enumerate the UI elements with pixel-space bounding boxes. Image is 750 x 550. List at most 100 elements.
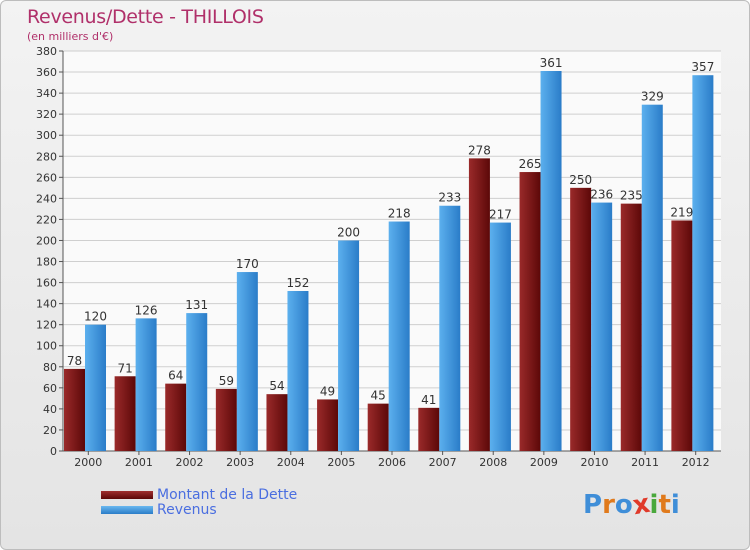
- debt-bar: [215, 388, 237, 451]
- logo-letter: r: [602, 490, 615, 520]
- revenue-bar: [186, 313, 208, 451]
- revenue-bar: [692, 75, 714, 452]
- logo-letter: t: [658, 490, 671, 520]
- debt-bar: [570, 187, 592, 451]
- legend-swatch-debt: [101, 490, 153, 499]
- debt-bar: [165, 383, 187, 451]
- debt-bar: [317, 399, 339, 451]
- revenue-bar: [338, 240, 360, 451]
- debt-bar: [620, 203, 642, 451]
- revenue-value-label: 200: [337, 225, 360, 239]
- debt-value-label: 78: [67, 354, 82, 368]
- revenue-bar: [641, 104, 663, 452]
- y-tick-label: 200: [36, 234, 57, 247]
- y-tick-label: 0: [50, 445, 57, 458]
- y-tick-label: 380: [36, 45, 57, 58]
- x-tick-label: 2008: [479, 456, 507, 469]
- debt-value-label: 265: [519, 157, 542, 171]
- x-tick-label: 2003: [226, 456, 254, 469]
- revenue-bar: [540, 71, 562, 451]
- revenue-bar: [489, 222, 511, 451]
- x-tick-label: 2006: [378, 456, 406, 469]
- debt-value-label: 235: [620, 189, 643, 203]
- y-tick-label: 260: [36, 171, 57, 184]
- debt-value-label: 250: [569, 173, 592, 187]
- debt-value-label: 45: [371, 389, 386, 403]
- x-tick-label: 2011: [631, 456, 659, 469]
- legend-label-debt: Montant de la Dette: [157, 486, 298, 503]
- revenue-value-label: 126: [135, 303, 158, 317]
- legend-item-revenue: Revenus: [101, 501, 297, 518]
- y-tick-label: 240: [36, 192, 57, 205]
- revenue-value-label: 218: [388, 207, 411, 221]
- debt-bar: [367, 403, 389, 451]
- revenue-value-label: 236: [590, 188, 613, 202]
- x-tick-label: 2002: [176, 456, 204, 469]
- debt-value-label: 219: [670, 205, 693, 219]
- debt-bar: [418, 407, 440, 451]
- debt-bar: [266, 394, 288, 451]
- revenue-value-label: 329: [641, 90, 664, 104]
- x-tick-label: 2001: [125, 456, 153, 469]
- x-tick-label: 2007: [429, 456, 457, 469]
- y-tick-label: 120: [36, 319, 57, 332]
- chart-subtitle: (en milliers d'€): [27, 30, 114, 43]
- x-tick-label: 2009: [530, 456, 558, 469]
- legend-item-debt: Montant de la Dette: [101, 486, 298, 503]
- debt-bar: [671, 220, 693, 451]
- x-tick-label: 2012: [682, 456, 710, 469]
- revenue-bar: [388, 221, 410, 451]
- debt-bar: [519, 172, 541, 452]
- debt-value-label: 41: [421, 393, 436, 407]
- y-tick-label: 160: [36, 277, 57, 290]
- debt-value-label: 49: [320, 384, 335, 398]
- revenue-value-label: 233: [438, 191, 461, 205]
- y-tick-label: 80: [43, 361, 57, 374]
- proxiti-logo: Proxiti: [583, 489, 680, 521]
- logo-letter: P: [583, 490, 603, 520]
- x-tick-label: 2000: [74, 456, 102, 469]
- debt-value-label: 59: [219, 374, 234, 388]
- debt-bar: [114, 376, 136, 451]
- revenue-bar: [287, 291, 309, 451]
- x-tick-label: 2004: [277, 456, 305, 469]
- revenue-value-label: 152: [287, 276, 310, 290]
- debt-value-label: 71: [117, 361, 132, 375]
- revenue-value-label: 357: [691, 60, 714, 74]
- logo-letter: o: [614, 490, 633, 520]
- revenue-value-label: 120: [84, 310, 107, 324]
- debt-value-label: 64: [168, 369, 183, 383]
- revenue-bar: [591, 202, 613, 451]
- debt-bar: [468, 158, 490, 452]
- debt-value-label: 54: [269, 379, 284, 393]
- x-tick-label: 2005: [327, 456, 355, 469]
- y-tick-label: 140: [36, 298, 57, 311]
- revenue-value-label: 170: [236, 257, 259, 271]
- y-tick-label: 180: [36, 256, 57, 269]
- y-tick-label: 320: [36, 108, 57, 121]
- y-tick-label: 40: [43, 403, 57, 416]
- y-tick-label: 280: [36, 150, 57, 163]
- revenue-bar: [135, 318, 157, 451]
- debt-value-label: 278: [468, 143, 491, 157]
- y-tick-label: 20: [43, 424, 57, 437]
- revenue-value-label: 361: [540, 56, 563, 70]
- y-tick-label: 340: [36, 87, 57, 100]
- legend: Montant de la Dette Revenus: [101, 486, 298, 518]
- revenue-value-label: 131: [185, 298, 208, 312]
- y-tick-label: 60: [43, 382, 57, 395]
- y-tick-label: 220: [36, 213, 57, 226]
- y-tick-label: 100: [36, 340, 57, 353]
- legend-label-revenue: Revenus: [157, 501, 217, 518]
- revenue-bar: [236, 272, 258, 451]
- chart-title: Revenus/Dette - THILLOIS: [27, 6, 264, 28]
- revenue-value-label: 217: [489, 208, 512, 222]
- legend-swatch-revenue: [101, 505, 153, 514]
- debt-bar: [64, 368, 85, 451]
- y-tick-label: 300: [36, 129, 57, 142]
- logo-letter: i: [649, 490, 659, 520]
- revenue-bar: [439, 205, 461, 451]
- revenue-bar: [85, 324, 106, 451]
